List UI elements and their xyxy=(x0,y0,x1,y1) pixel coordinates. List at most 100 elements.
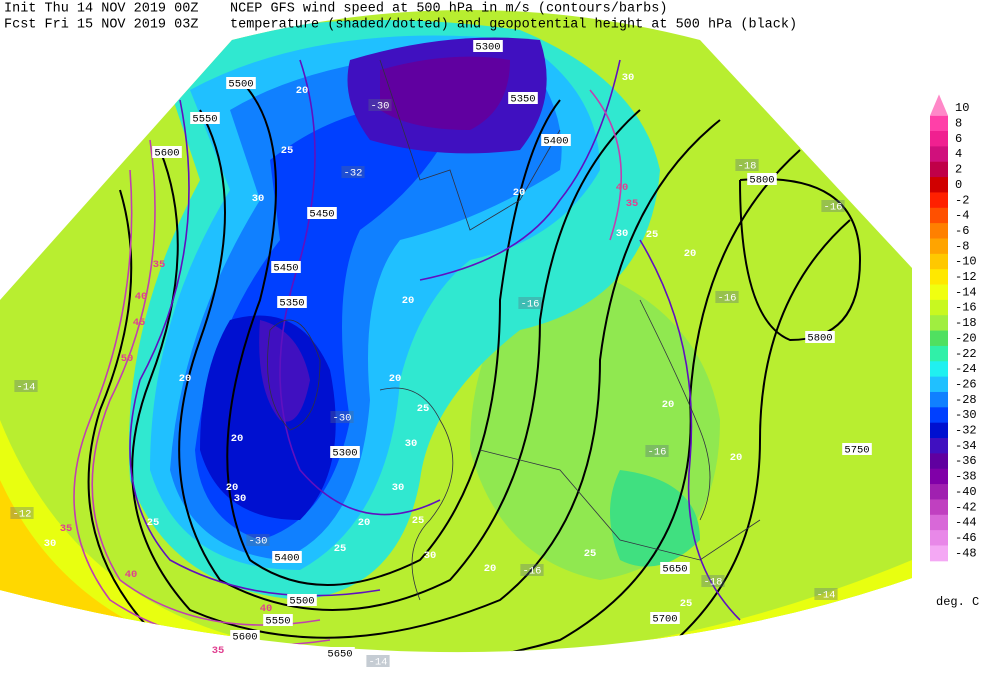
height-label: 5450 xyxy=(309,208,334,220)
height-label: 5550 xyxy=(192,113,217,125)
colorbar-box xyxy=(930,192,948,209)
height-label-box xyxy=(473,40,503,52)
colorbar-box xyxy=(930,514,948,531)
colorbar-box xyxy=(930,315,948,332)
temperature-label-box xyxy=(246,534,270,546)
wind-label: 40 xyxy=(125,569,138,581)
wind-label: 30 xyxy=(252,193,265,205)
wind-label: 20 xyxy=(730,452,743,464)
colorbar-box xyxy=(930,161,948,178)
temperature-label-box xyxy=(366,655,390,667)
temperature-label: -14 xyxy=(17,381,36,393)
colorbar-label: -40 xyxy=(955,485,977,499)
wind-label: 30 xyxy=(392,482,405,494)
height-label-box xyxy=(330,446,360,458)
temperature-label: -14 xyxy=(369,656,388,668)
height-label-box xyxy=(660,562,690,574)
height-label-box xyxy=(272,551,302,563)
wind-label: 25 xyxy=(412,515,425,527)
height-label-box xyxy=(226,77,256,89)
colorbar-label: -12 xyxy=(955,270,977,284)
colorbar-label: 0 xyxy=(955,178,962,192)
title-line-1: NCEP GFS wind speed at 500 hPa in m/s (c… xyxy=(230,2,667,17)
wind-label: 25 xyxy=(417,403,430,415)
wind-label: 30 xyxy=(234,493,247,505)
height-label: 5350 xyxy=(510,93,535,105)
colorbar-unit: deg. C xyxy=(936,595,979,609)
wind-label: 40 xyxy=(135,291,148,303)
wind-label: 35 xyxy=(212,645,225,657)
colorbar-label: -30 xyxy=(955,408,977,422)
wind-label: 40 xyxy=(260,603,273,615)
wind-label: 20 xyxy=(358,517,371,529)
temperature-label: -16 xyxy=(718,292,737,304)
temperature-label: -30 xyxy=(333,412,352,424)
temperature-label-box xyxy=(715,291,739,303)
init-time: Init Thu 14 NOV 2019 00Z xyxy=(4,2,198,17)
colorbar-box xyxy=(930,530,948,546)
wind-label: 30 xyxy=(405,438,418,450)
height-label: 5750 xyxy=(844,444,869,456)
colorbar-arrow xyxy=(930,94,948,116)
colorbar-box xyxy=(930,361,948,378)
temperature-label: -32 xyxy=(344,167,363,179)
wind-label: 50 xyxy=(121,353,134,365)
colorbar-box xyxy=(930,177,948,193)
colorbar-box xyxy=(930,207,948,224)
wind-label: 20 xyxy=(662,399,675,411)
colorbar-box xyxy=(930,299,948,316)
colorbar-label: -14 xyxy=(955,285,977,299)
colorbar-box xyxy=(930,468,948,485)
height-label: 5400 xyxy=(543,135,568,147)
colorbar-label: -42 xyxy=(955,500,977,514)
wind-label: 40 xyxy=(616,182,629,194)
height-label: 5400 xyxy=(274,552,299,564)
temperature-label-box xyxy=(520,564,544,576)
colorbar-box xyxy=(930,146,948,163)
colorbar-label: -22 xyxy=(955,347,977,361)
colorbar-box xyxy=(930,484,948,500)
wind-label: 20 xyxy=(179,373,192,385)
temperature-label: -12 xyxy=(13,508,32,520)
temperature-label-box xyxy=(330,411,354,423)
colorbar-label: -38 xyxy=(955,470,977,484)
wind-label: 30 xyxy=(424,550,437,562)
wind-label: 25 xyxy=(147,517,160,529)
colorbar-box xyxy=(930,345,948,362)
height-label-box xyxy=(325,647,355,659)
wind-label: 20 xyxy=(389,373,402,385)
wind-label: 30 xyxy=(616,228,629,240)
height-label-box xyxy=(271,261,301,273)
colorbar-label: 8 xyxy=(955,117,962,131)
height-label: 5350 xyxy=(279,297,304,309)
height-label-box xyxy=(230,630,260,642)
colorbar-box xyxy=(930,238,948,255)
colorbar-label: -48 xyxy=(955,546,977,560)
colorbar-label: -2 xyxy=(955,193,969,207)
height-contours xyxy=(87,79,862,653)
colorbar-box xyxy=(930,453,948,470)
wind-label: 25 xyxy=(584,548,597,560)
height-label-box xyxy=(650,612,680,624)
height-label: 5800 xyxy=(749,174,774,186)
colorbar-label: -32 xyxy=(955,424,977,438)
temperature-label: -16 xyxy=(648,446,667,458)
temperature-label: -18 xyxy=(738,160,757,172)
temperature-label: -16 xyxy=(824,201,843,213)
colorbar-label: 10 xyxy=(955,101,969,115)
colorbar-label: -26 xyxy=(955,377,977,391)
temperature-label: -16 xyxy=(521,298,540,310)
colorbar-box xyxy=(930,131,948,147)
height-label: 5450 xyxy=(273,262,298,274)
height-label: 5300 xyxy=(332,447,357,459)
height-label-box xyxy=(263,614,293,626)
temperature-label-box xyxy=(735,159,759,171)
height-label-box xyxy=(805,331,835,343)
temperature-label-box xyxy=(821,200,845,212)
wind-label: 35 xyxy=(153,259,166,271)
forecast-time: Fcst Fri 15 NOV 2019 03Z xyxy=(4,18,198,33)
colorbar-box xyxy=(930,115,948,132)
temperature-label-box xyxy=(341,166,365,178)
height-label: 5500 xyxy=(289,595,314,607)
